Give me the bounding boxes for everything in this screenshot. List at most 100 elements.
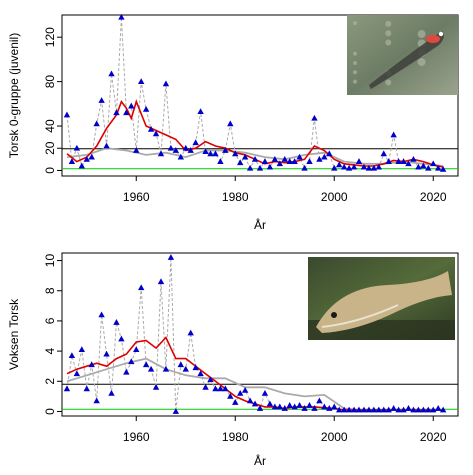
data-point	[380, 406, 387, 413]
data-point	[286, 402, 293, 408]
red-mean-line	[66, 336, 444, 411]
adult-cod-body	[316, 271, 452, 333]
y-tick-label: 80	[43, 75, 57, 89]
data-point	[63, 111, 71, 118]
data-point	[390, 131, 397, 138]
data-point	[227, 392, 234, 399]
gravel-speck	[417, 58, 426, 67]
data-point	[291, 403, 298, 410]
data-point	[251, 155, 259, 162]
data-point	[217, 158, 224, 164]
data-point	[103, 142, 110, 149]
data-point	[395, 158, 402, 164]
data-point	[118, 335, 125, 342]
y-tick-label: 0	[43, 408, 57, 415]
gravel-speck	[385, 30, 392, 37]
data-point	[207, 150, 214, 157]
data-point	[296, 402, 303, 408]
plot-frame	[61, 14, 459, 177]
data-point	[98, 311, 105, 318]
data-point	[207, 376, 214, 383]
gravel-speck	[385, 79, 392, 86]
juvenile-cod-body	[369, 31, 444, 89]
gravel-speck	[353, 60, 357, 65]
data-point	[306, 402, 313, 408]
data-point	[326, 150, 333, 157]
data-point	[415, 406, 422, 413]
data-point	[182, 144, 189, 151]
data-point	[192, 139, 199, 146]
data-point	[435, 405, 442, 411]
data-point	[360, 406, 368, 413]
data-point	[439, 165, 447, 172]
x-tick-label: 1960	[123, 430, 150, 444]
data-point	[123, 109, 130, 116]
data-point	[340, 163, 348, 170]
data-point	[138, 78, 145, 85]
data-point	[197, 370, 204, 377]
data-point	[78, 162, 85, 169]
data-point	[375, 406, 382, 413]
data-point	[370, 164, 378, 171]
data-point	[251, 400, 259, 407]
data-point	[83, 385, 90, 392]
x-tick-label: 1980	[222, 190, 249, 204]
data-point	[331, 164, 338, 171]
data-point	[410, 155, 417, 162]
data-point	[281, 155, 288, 162]
data-point	[336, 161, 343, 168]
data-point	[296, 153, 303, 160]
gravel-speck	[353, 70, 357, 75]
x-tick-label: 2000	[321, 430, 348, 444]
juvenile-cod-eye	[438, 31, 444, 37]
data-point	[380, 150, 387, 157]
data-point	[113, 109, 120, 116]
data-point	[133, 147, 140, 153]
data-point	[385, 406, 392, 413]
data-point	[306, 158, 313, 164]
data-point	[182, 365, 189, 372]
data-point	[276, 403, 283, 410]
data-point	[345, 406, 353, 413]
juvenile-cod-gill	[426, 35, 440, 43]
data-point	[400, 158, 407, 164]
data-point	[147, 125, 155, 132]
data-point	[420, 406, 427, 413]
x-tick-label: 2000	[321, 190, 348, 204]
y-tick-label: 2	[43, 378, 57, 385]
x-tick-label: 2020	[420, 190, 447, 204]
data-point	[261, 158, 269, 164]
y-axis-label: Torsk 0-gruppe (juvenil)	[7, 33, 21, 158]
y-tick-label: 20	[43, 141, 57, 155]
data-point	[142, 361, 150, 368]
data-point	[410, 406, 417, 413]
data-point	[152, 383, 160, 390]
data-point	[405, 160, 412, 167]
data-point	[177, 153, 184, 160]
adult-cod-lateral-line	[321, 304, 399, 328]
data-point	[187, 147, 194, 153]
y-tick-label: 10	[43, 254, 57, 268]
data-point	[425, 406, 432, 413]
data-point	[340, 406, 348, 413]
data-point	[232, 150, 239, 157]
gravel-speck	[353, 79, 357, 84]
data-point	[365, 164, 373, 171]
data-point	[395, 406, 402, 413]
data-point	[128, 102, 135, 109]
data-point	[123, 368, 130, 375]
data-point	[128, 358, 135, 365]
y-tick-label: 0	[43, 167, 57, 174]
data-point	[271, 403, 279, 410]
data-point	[147, 365, 155, 372]
x-tick-label: 1980	[222, 430, 249, 444]
data-point	[256, 164, 264, 171]
y-axis-label: Voksen Torsk	[7, 298, 21, 370]
data-point	[256, 405, 264, 411]
adult-cod-photo	[308, 257, 455, 340]
data-point	[63, 385, 71, 392]
data-point	[301, 405, 308, 411]
data-point	[138, 284, 145, 291]
data-point	[350, 406, 358, 413]
y-tick-label: 40	[43, 119, 57, 133]
